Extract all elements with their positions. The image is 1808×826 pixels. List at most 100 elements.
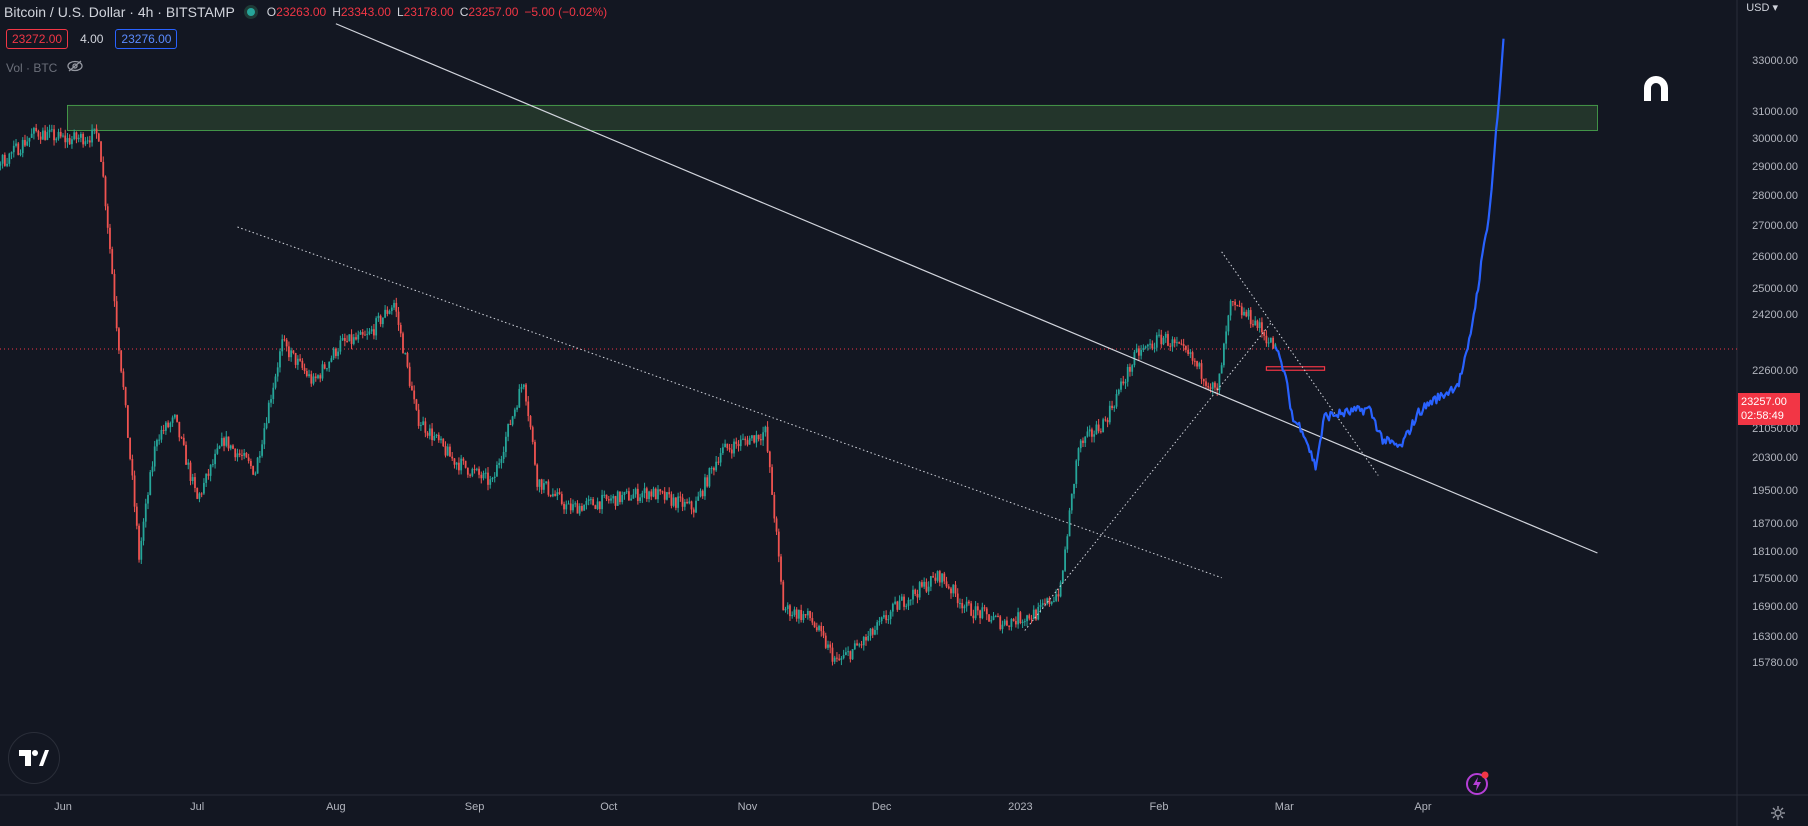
candle-body	[849, 651, 852, 660]
candle-body	[1111, 405, 1113, 409]
candle	[992, 611, 995, 621]
candle	[603, 490, 606, 499]
candle-body	[1030, 618, 1033, 620]
settings-gear-icon[interactable]	[1770, 805, 1786, 826]
candle-body	[198, 493, 201, 499]
candle	[672, 493, 675, 508]
candle	[1202, 378, 1205, 387]
candle-body	[162, 429, 165, 431]
candle	[950, 586, 952, 599]
candle	[97, 132, 100, 142]
candle-body	[500, 459, 503, 463]
candle-body	[252, 465, 255, 475]
candle	[1140, 345, 1143, 360]
candle	[254, 471, 257, 476]
candle	[149, 470, 152, 496]
candle	[751, 434, 753, 441]
candle-body	[337, 351, 340, 356]
candle	[415, 398, 418, 411]
candle	[19, 149, 22, 157]
candle	[706, 474, 709, 488]
symbol-title[interactable]: Bitcoin / U.S. Dollar · 4h · BITSTAMP	[4, 4, 235, 20]
candle	[645, 486, 648, 502]
candle	[388, 309, 391, 315]
candle-body	[979, 610, 981, 619]
candle-body	[663, 491, 666, 500]
candle-body	[1050, 601, 1053, 604]
candle-body	[1093, 434, 1096, 437]
candle-body	[777, 531, 780, 557]
candle	[735, 437, 738, 449]
candle-body	[1066, 536, 1069, 550]
candle	[509, 419, 512, 426]
candle-body	[997, 615, 999, 617]
candle	[659, 488, 662, 495]
candle	[301, 358, 304, 371]
candle-body	[903, 596, 905, 607]
candle-body	[1187, 349, 1190, 354]
candle	[171, 415, 174, 427]
candle	[1102, 417, 1105, 433]
candle	[970, 600, 973, 617]
candle	[527, 396, 530, 422]
candle	[164, 420, 167, 435]
candle	[988, 614, 990, 622]
sell-button[interactable]: 23272.00	[6, 29, 69, 49]
candle-body	[133, 475, 136, 507]
candle	[142, 518, 145, 546]
candle	[480, 471, 483, 484]
candle	[856, 639, 858, 646]
candle-body	[122, 371, 125, 388]
tradingview-logo[interactable]	[8, 732, 60, 784]
candle-body	[151, 466, 154, 473]
candle-body	[775, 518, 778, 532]
candle-body	[1267, 342, 1270, 344]
candle	[543, 479, 545, 494]
candle-body	[160, 429, 163, 440]
candle-body	[954, 584, 957, 594]
candle	[1256, 319, 1259, 331]
candle	[894, 596, 896, 605]
candle-body	[876, 622, 879, 630]
candle-body	[507, 423, 510, 437]
candle	[719, 447, 722, 467]
candle	[822, 625, 825, 639]
candle-body	[451, 456, 454, 459]
candle-body	[504, 436, 507, 452]
candle-body	[697, 496, 700, 501]
candle	[865, 634, 867, 646]
candle	[842, 649, 845, 660]
candle-body	[726, 443, 729, 449]
candle-body	[111, 249, 114, 274]
currency-selector[interactable]: USD ▾	[1746, 2, 1778, 14]
candle	[1184, 345, 1187, 353]
candle-body	[466, 467, 469, 475]
candle	[536, 463, 539, 491]
price-tick-label: 20300.00	[1752, 452, 1798, 464]
candle	[648, 490, 650, 503]
market-status-icon[interactable]	[246, 8, 255, 16]
candle-body	[1014, 620, 1017, 625]
candle-body	[37, 130, 40, 137]
candle	[1084, 436, 1087, 447]
candle	[466, 467, 469, 478]
buy-button[interactable]: 23276.00	[115, 29, 178, 49]
candle-body	[641, 493, 644, 498]
lightning-alert-icon[interactable]	[1465, 770, 1491, 801]
candle	[699, 488, 702, 498]
candle	[238, 449, 241, 458]
candle	[440, 436, 442, 444]
projection-path	[1274, 38, 1505, 471]
candle-body	[305, 370, 308, 377]
candle-body	[167, 422, 170, 428]
candle	[905, 603, 908, 610]
eye-hidden-icon[interactable]	[67, 60, 84, 75]
candle	[48, 124, 51, 138]
candle-body	[1176, 342, 1178, 344]
candle-body	[648, 491, 650, 499]
candle	[1012, 617, 1015, 622]
candle-body	[791, 614, 794, 617]
magnet-icon[interactable]	[1640, 73, 1672, 108]
candle-body	[538, 479, 541, 487]
